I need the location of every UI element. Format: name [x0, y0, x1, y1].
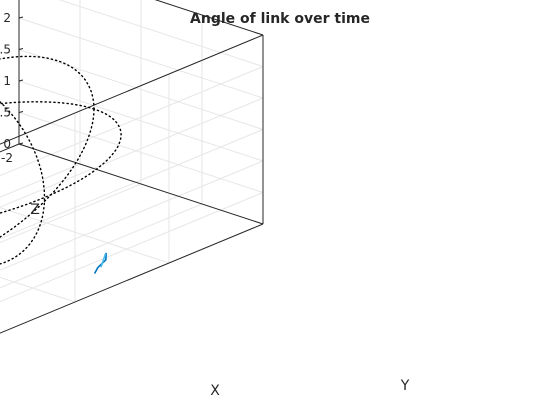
back-wall-gridline	[0, 192, 264, 303]
z-tick-label: 1	[3, 74, 11, 88]
chart-title: Angle of link over time	[190, 11, 370, 27]
axes-edge	[154, 0, 264, 36]
z-tick	[18, 16, 24, 19]
x-tick-label: -2	[1, 151, 13, 165]
x-axis-label: X	[210, 383, 220, 399]
floor-gridline	[0, 203, 203, 289]
plot-lines	[0, 55, 122, 274]
axis-ticks: -2-1012-2-101200.511.522.53	[0, 11, 24, 165]
side-wall-gridline	[18, 80, 264, 162]
z-tick	[18, 111, 24, 113]
floor-gridline	[0, 163, 81, 198]
z-tick	[18, 79, 24, 82]
z-tick	[18, 48, 24, 50]
z-tick	[18, 142, 24, 145]
side-wall-gridline	[58, 0, 264, 67]
floor-gridline	[0, 183, 142, 244]
z-tick-label: 0	[3, 137, 11, 151]
back-wall-gridline	[0, 129, 264, 240]
z-tick-label: 1.5	[0, 43, 11, 57]
series-circle	[0, 100, 46, 265]
z-axis-label: Z	[30, 202, 40, 218]
axes-edge	[0, 34, 264, 145]
floor-gridline	[0, 276, 76, 303]
back-wall-gridline	[0, 97, 264, 208]
side-wall-gridline	[18, 112, 264, 193]
axes-edge	[18, 143, 264, 225]
axes-edge	[0, 223, 264, 334]
back-wall-gridline	[0, 66, 264, 177]
floor-gridline	[0, 207, 170, 264]
y-axis-label: Y	[400, 378, 410, 394]
series-trace	[100, 253, 107, 268]
side-wall-gridline	[18, 17, 264, 99]
z-tick-label: 0.5	[0, 106, 11, 120]
back-wall-gridline	[0, 34, 264, 145]
floor-gridline	[0, 143, 20, 153]
back-wall-gridline	[0, 160, 264, 271]
axes-edge	[0, 143, 20, 153]
side-wall-gridline	[18, 49, 264, 130]
series-circle	[0, 101, 122, 214]
z-tick-label: 2	[3, 11, 11, 25]
